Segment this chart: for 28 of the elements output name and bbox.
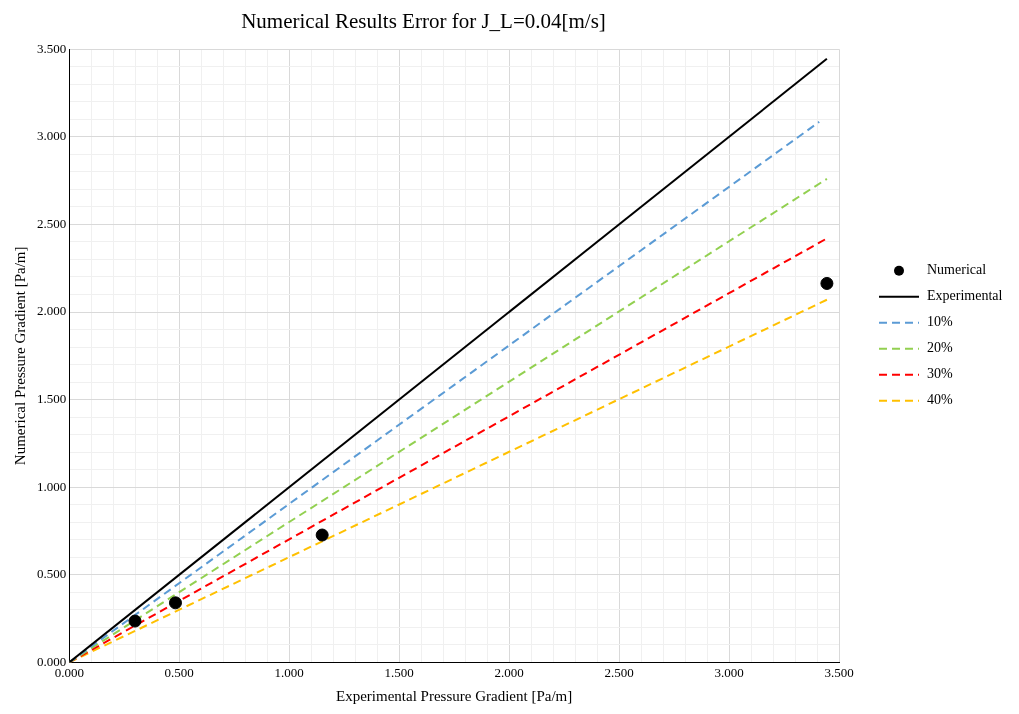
legend-label: Experimental <box>927 288 1003 304</box>
x-axis-title: Experimental Pressure Gradient [Pa/m] <box>336 687 573 704</box>
point <box>315 528 329 542</box>
x-tick-label: 3.500 <box>824 664 854 680</box>
x-tick-label: 3.000 <box>714 664 744 680</box>
y-tick-label: 0.000 <box>37 653 67 669</box>
y-tick-label: 0.500 <box>37 566 67 582</box>
legend-label: 40% <box>927 392 953 408</box>
y-tick-label: 1.500 <box>37 391 67 407</box>
x-tick-label: 1.500 <box>384 664 414 680</box>
legend-label: 10% <box>927 314 953 330</box>
y-tick-label: 3.000 <box>37 128 67 144</box>
x-tick-label: 1.000 <box>274 664 304 680</box>
y-axis-title: Numerical Pressure Gradient [Pa/m] <box>11 246 28 466</box>
y-tick-label: 2.000 <box>37 303 67 319</box>
point <box>128 614 142 628</box>
x-tick-label: 2.500 <box>604 664 634 680</box>
legend-label: Numerical <box>927 262 987 278</box>
y-tick-label: 3.500 <box>37 40 67 56</box>
y-tick-label: 1.000 <box>37 478 67 494</box>
chart-title: Numerical Results Error for J_L=0.04[m/s] <box>241 9 606 34</box>
x-tick-label: 2.000 <box>494 664 524 680</box>
x-tick-label: 0.500 <box>164 664 194 680</box>
point <box>820 276 834 290</box>
point <box>168 596 182 610</box>
legend-label: 30% <box>927 366 953 382</box>
legend-label: 20% <box>927 340 953 356</box>
y-tick-label: 2.500 <box>37 215 67 231</box>
